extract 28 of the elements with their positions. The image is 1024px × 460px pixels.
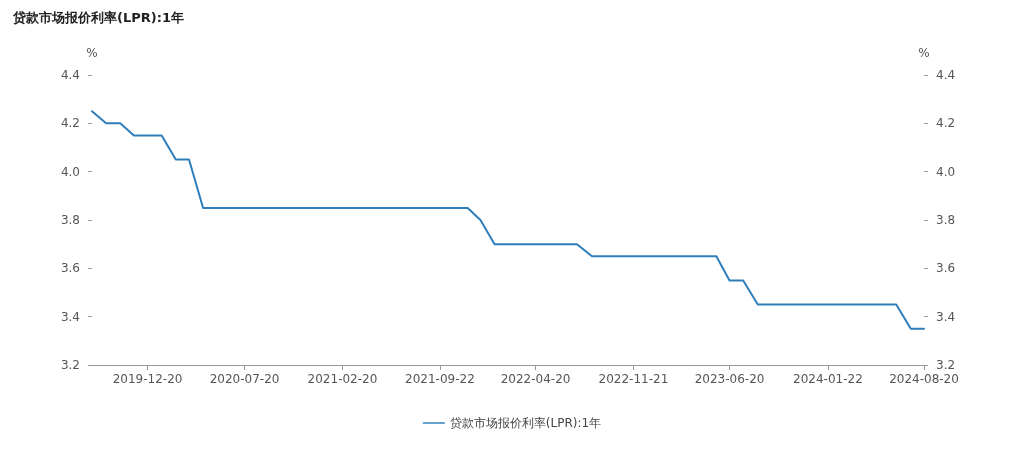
x-tick-label: 2024-08-20 (889, 372, 959, 386)
x-tick-label: 2024-01-22 (793, 372, 863, 386)
y2-tick-label: 3.2 (936, 358, 956, 372)
y-tick-label: 4.2 (60, 116, 80, 131)
y2-tick-label: 3.4 (936, 309, 956, 324)
y2-tick-label: 4.4 (936, 68, 956, 82)
y-tick-label: 3.2 (60, 358, 80, 372)
x-tick-label: 2021-09-22 (405, 372, 475, 386)
y-tick-label: 4.4 (60, 68, 80, 82)
y2-tick-label: 4.2 (936, 116, 956, 131)
x-tick-label: 2021-02-20 (307, 372, 378, 386)
x-tick-label: 2020-07-20 (209, 372, 280, 386)
y-tick-label: 4.0 (60, 164, 80, 179)
x-tick-label: 2023-06-20 (694, 372, 765, 386)
y-tick-label: 3.8 (60, 213, 80, 227)
y2-tick-label: 3.8 (936, 213, 956, 227)
legend-label: 贷款市场报价利率(LPR):1年 (449, 416, 602, 430)
y2-axis-title: % (918, 46, 930, 60)
line-series (91, 110, 925, 330)
y-tick-label: 3.4 (60, 309, 80, 324)
x-tick-label: 2019-12-20 (112, 372, 183, 386)
y-tick-label: 3.6 (60, 261, 80, 276)
x-tick-label: 2022-04-20 (500, 372, 571, 386)
y-axis-title: % (86, 46, 98, 60)
y2-tick-label: 3.6 (936, 261, 956, 276)
chart-title: 贷款市场报价利率(LPR):1年 (12, 10, 184, 25)
y2-tick-label: 4.0 (936, 164, 956, 179)
x-tick-label: 2022-11-21 (598, 372, 669, 386)
